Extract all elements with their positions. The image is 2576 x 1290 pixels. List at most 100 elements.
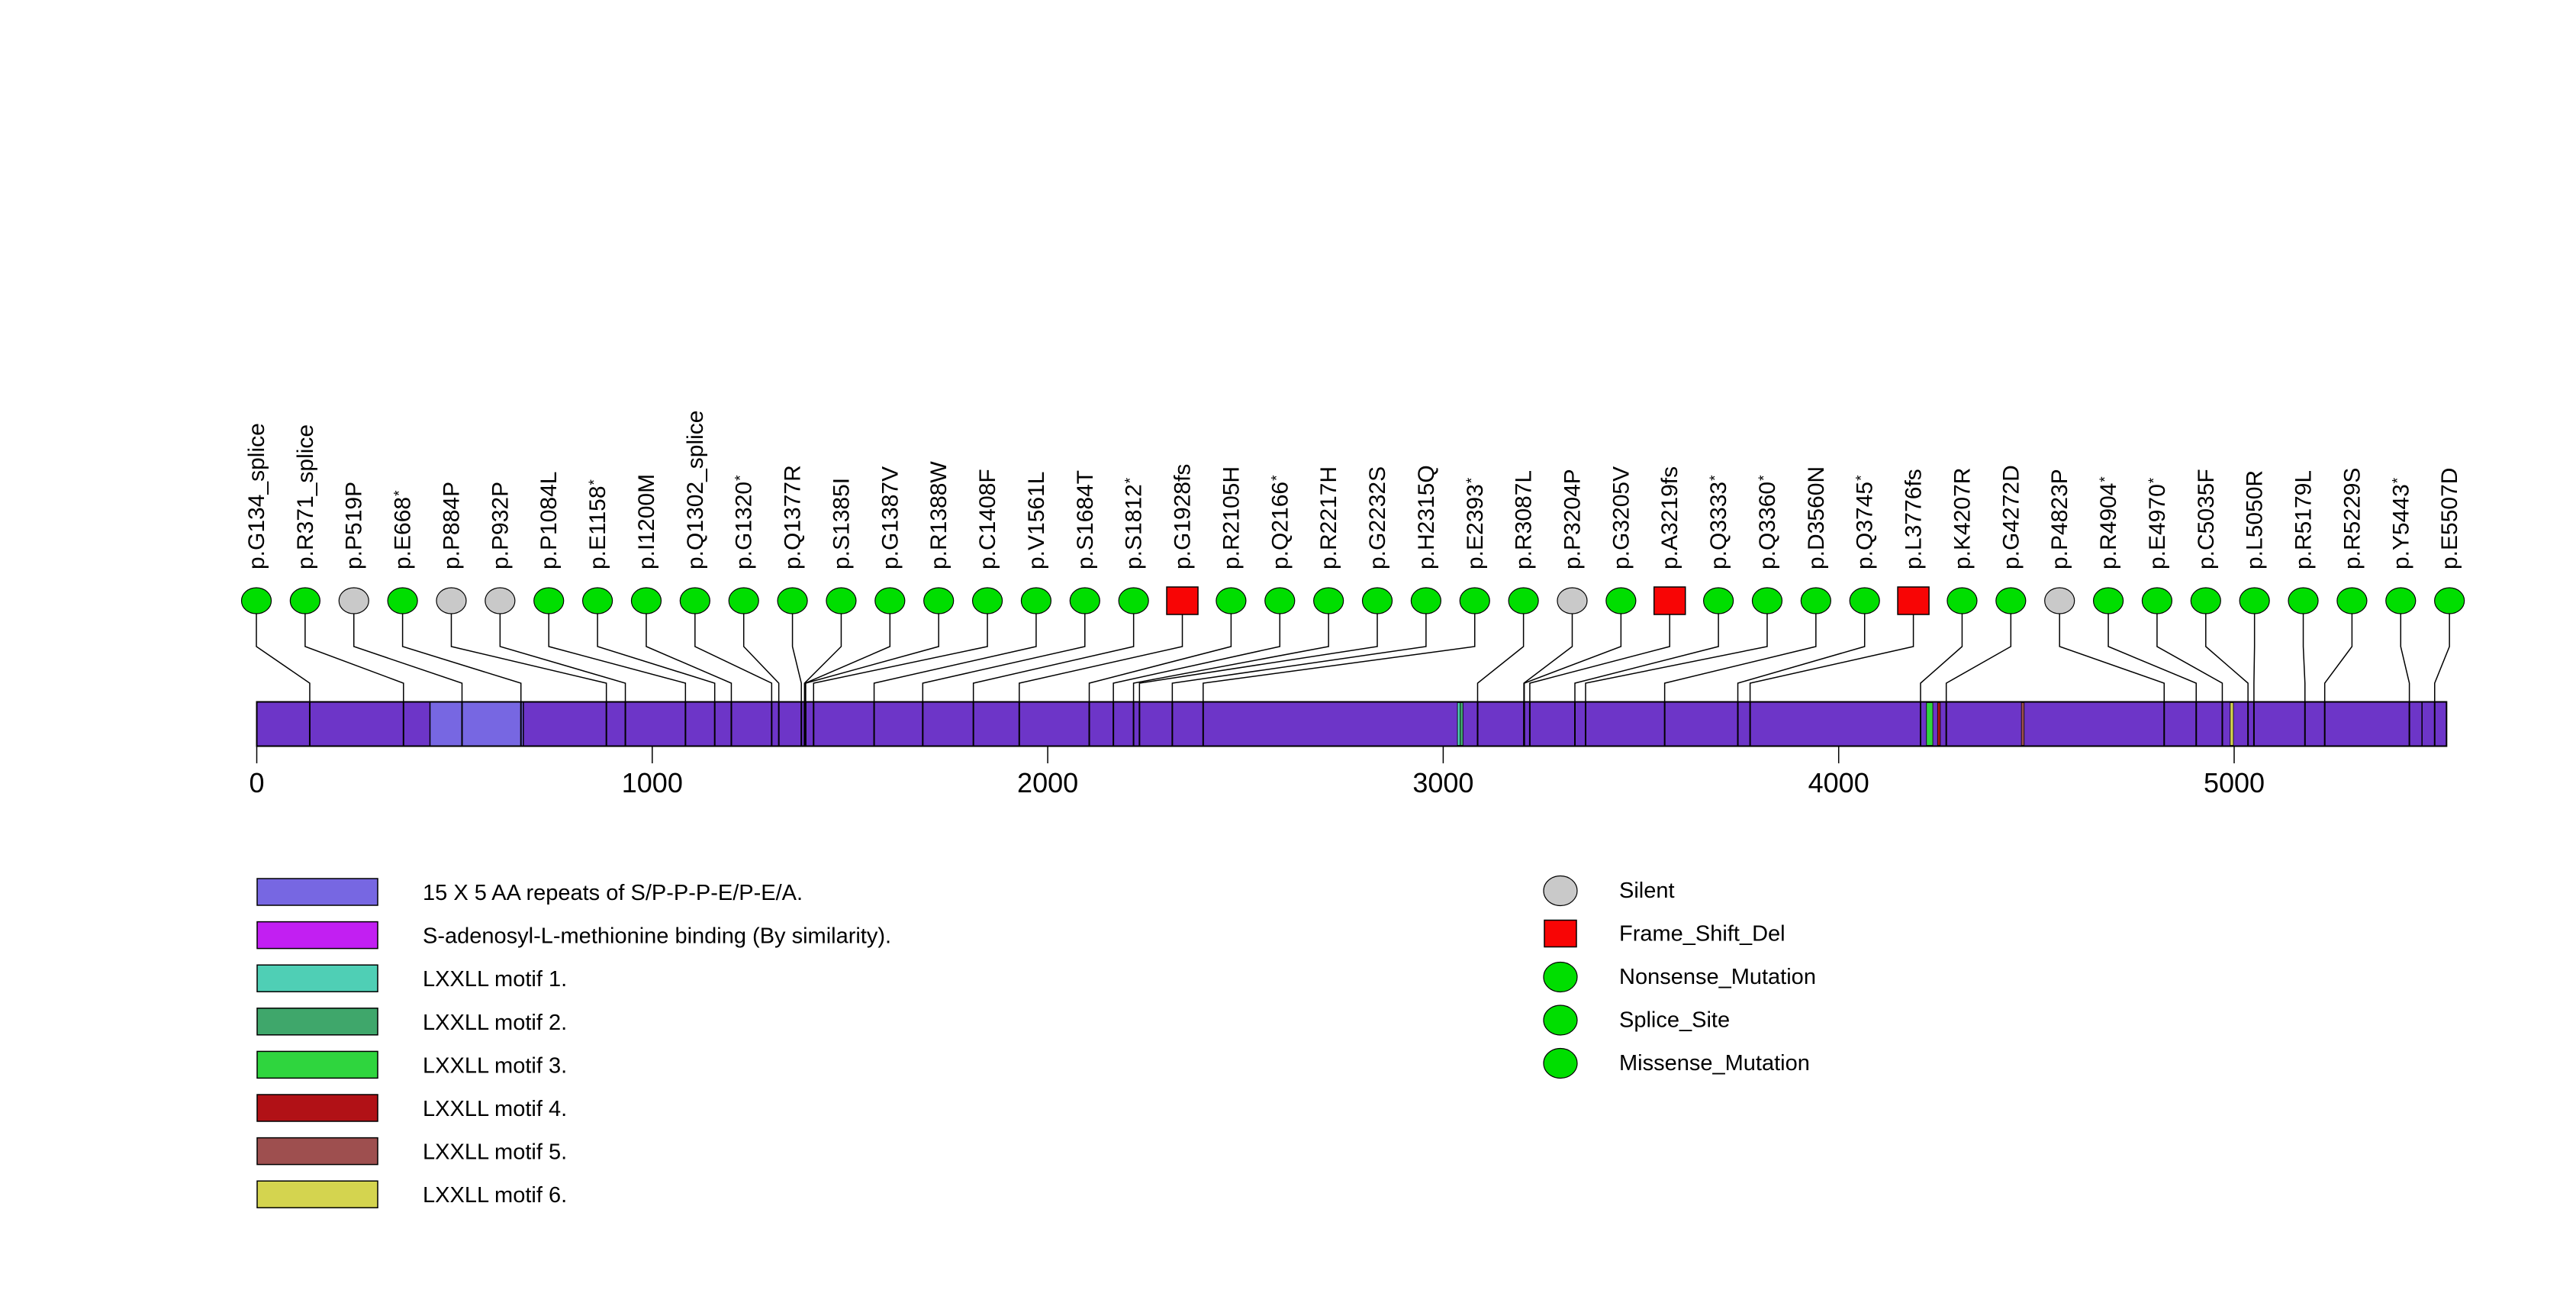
mutation-marker <box>777 587 808 614</box>
mutation-marker <box>679 587 710 614</box>
connector-line <box>499 614 626 702</box>
connector-line <box>1945 614 2012 702</box>
connector-line <box>694 614 773 702</box>
legend-mutation-swatch <box>1543 961 1578 993</box>
motif-mark <box>2230 702 2234 746</box>
connector-line <box>2156 614 2223 702</box>
mutation-marker <box>581 587 613 614</box>
connector-line <box>2205 614 2249 702</box>
connector-line <box>873 614 1037 702</box>
mutation-label: p.G134_splice <box>244 423 269 569</box>
mutation-marker <box>874 587 906 614</box>
connector-line <box>1523 614 1622 702</box>
mutation-label: p.S1684T <box>1073 470 1098 569</box>
legend-domain-swatch <box>256 1180 378 1208</box>
mutation-marker <box>240 587 272 614</box>
mutation-label: p.G1320* <box>732 475 757 569</box>
connector-line <box>1523 614 1573 702</box>
connector-line <box>450 614 607 702</box>
mutation-label: p.P4823P <box>2047 469 2072 569</box>
mutation-marker <box>1849 587 1880 614</box>
mutation-label: p.R2105H <box>1219 466 1244 569</box>
legend-mutation-label: Missense_Mutation <box>1619 1051 1810 1076</box>
mutation-marker <box>1361 587 1393 614</box>
mutation-label: p.P3204P <box>1560 469 1585 569</box>
mutation-label: p.Y5443* <box>2388 477 2413 569</box>
mutation-marker <box>2385 587 2417 614</box>
mutation-label: p.K4207R <box>1950 468 1975 569</box>
connector-line <box>256 614 311 702</box>
connector-line <box>646 614 733 702</box>
connector-line <box>1574 614 1719 702</box>
mutation-marker <box>1216 587 1247 614</box>
mutation-marker <box>2239 587 2270 614</box>
protein-track <box>256 701 2447 747</box>
connector-line <box>2059 614 2165 702</box>
protein-track-border <box>256 701 2448 747</box>
connector-line <box>2253 614 2256 702</box>
connector-line <box>401 614 522 702</box>
connector-line <box>304 614 404 702</box>
connector-line <box>2434 614 2450 702</box>
connector-line <box>922 614 1086 702</box>
mutation-marker <box>1264 587 1296 614</box>
mutation-label: p.G2232S <box>1365 466 1390 569</box>
domain-repeats-region <box>429 701 524 747</box>
legend-domain-swatch <box>256 1008 378 1036</box>
connector-line <box>1019 614 1183 702</box>
motif-mark <box>1926 702 1934 746</box>
connector-line <box>813 614 988 702</box>
mutation-label: p.Q1377R <box>781 465 806 569</box>
mutation-marker <box>1410 587 1441 614</box>
connector-line <box>805 614 939 702</box>
mutation-label: p.E668* <box>391 490 416 569</box>
motif-mark <box>1457 702 1461 746</box>
mutation-label: p.P932P <box>488 482 513 569</box>
legend-domain-label: S-adenosyl-L-methionine binding (By simi… <box>423 924 891 949</box>
mutation-label: p.L5050R <box>2243 470 2268 569</box>
mutation-label: p.H2315Q <box>1414 465 1439 569</box>
mutation-marker <box>1946 587 1978 614</box>
axis-tick-label: 1000 <box>622 767 683 798</box>
mutation-label: p.A3219fs <box>1657 466 1682 569</box>
legend-domain-swatch <box>256 1094 378 1122</box>
connector-line <box>1529 614 1670 702</box>
connector-line <box>791 614 802 702</box>
legend-domain-label: LXXLL motif 3. <box>423 1053 567 1078</box>
mutation-label: p.R371_splice <box>293 424 318 569</box>
mutation-marker <box>2141 587 2173 614</box>
connector-line <box>803 614 842 702</box>
mutation-marker <box>1166 586 1199 615</box>
mutation-label: p.E2393* <box>1463 477 1488 569</box>
legend-domain-swatch <box>256 878 378 906</box>
mutation-marker <box>630 587 662 614</box>
mutation-label: p.R1388W <box>926 461 952 569</box>
mutation-label: p.R5179L <box>2291 470 2317 569</box>
connector-line <box>1088 614 1232 702</box>
mutation-marker <box>971 587 1003 614</box>
mutation-label: p.P519P <box>342 482 367 569</box>
mutation-marker <box>1800 587 1831 614</box>
mutation-marker <box>1313 587 1344 614</box>
mutation-label: p.G3205V <box>1608 466 1634 569</box>
mutation-label: p.C5035F <box>2194 469 2219 569</box>
connector-line <box>1737 614 1866 702</box>
mutation-label: p.E1158* <box>585 479 610 569</box>
mutation-label: p.R3087L <box>1512 470 1537 569</box>
mutation-marker <box>923 587 955 614</box>
mutation-marker <box>1069 587 1100 614</box>
mutation-marker <box>289 587 320 614</box>
connector-line <box>1171 614 1427 702</box>
mutation-marker <box>1459 587 1490 614</box>
legend-domain-swatch <box>256 964 378 992</box>
mutation-marker <box>387 587 418 614</box>
mutation-label: p.S1812* <box>1122 477 1147 569</box>
mutation-label: p.S1385I <box>829 478 854 569</box>
mutation-label: p.P884P <box>439 482 464 569</box>
legend-mutation-swatch <box>1543 1047 1578 1079</box>
mutation-label: p.Q3745* <box>1853 475 1878 569</box>
connector-line <box>1476 614 1525 702</box>
axis-tick-label: 5000 <box>2204 767 2265 798</box>
